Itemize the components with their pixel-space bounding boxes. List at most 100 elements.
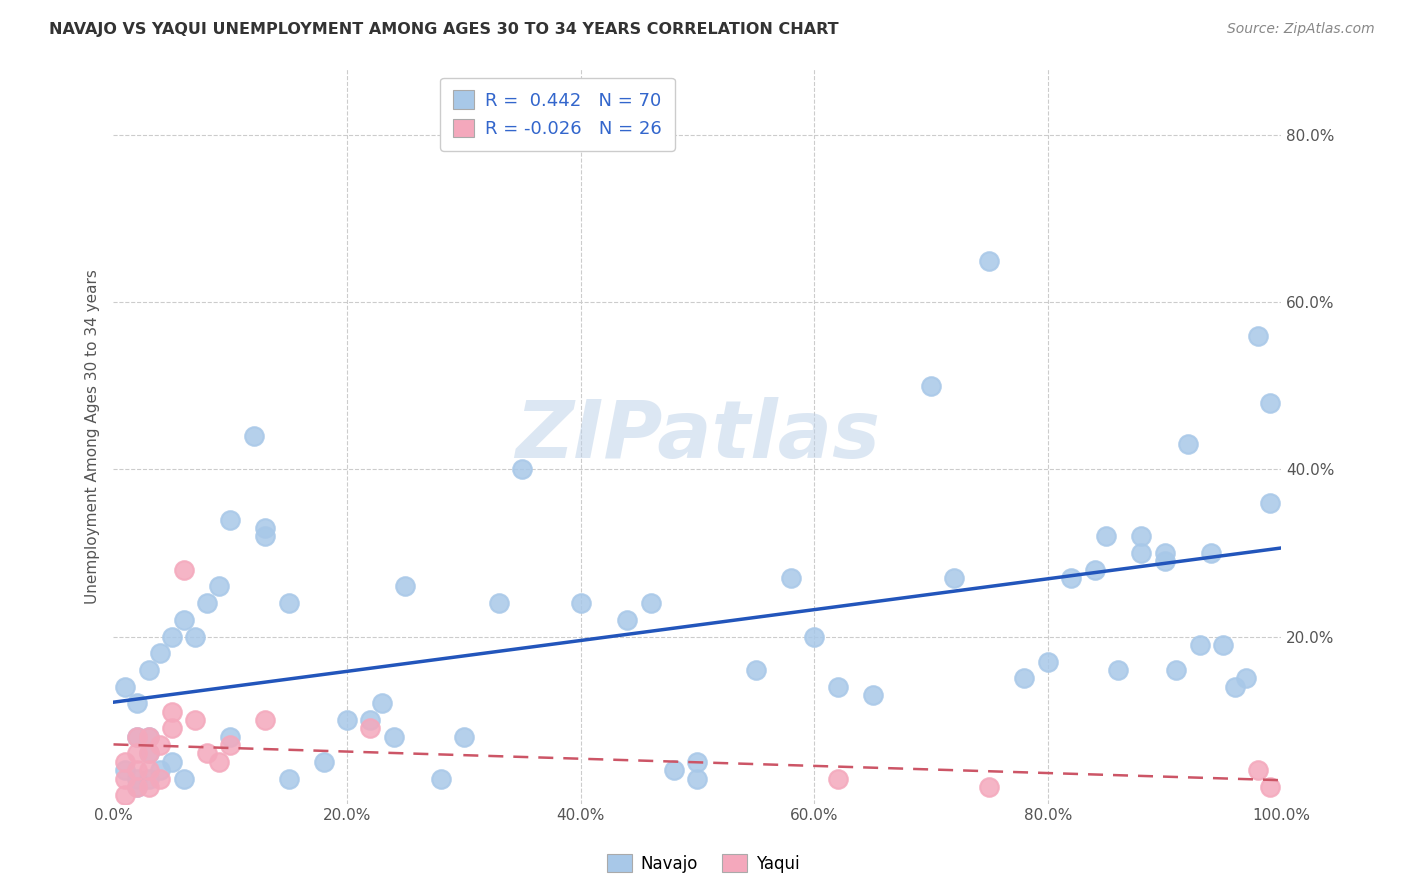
Point — [1247, 328, 1270, 343]
Point — [1107, 663, 1129, 677]
Point — [219, 513, 242, 527]
Y-axis label: Unemployment Among Ages 30 to 34 years: Unemployment Among Ages 30 to 34 years — [86, 268, 100, 604]
Point — [510, 462, 533, 476]
Point — [160, 630, 183, 644]
Point — [1247, 763, 1270, 777]
Point — [184, 630, 207, 644]
Point — [1188, 638, 1211, 652]
Point — [125, 730, 148, 744]
Point — [312, 755, 335, 769]
Point — [1166, 663, 1188, 677]
Point — [943, 571, 966, 585]
Point — [254, 521, 277, 535]
Point — [149, 646, 172, 660]
Point — [219, 730, 242, 744]
Point — [242, 429, 264, 443]
Point — [862, 688, 884, 702]
Point — [114, 789, 136, 803]
Point — [1060, 571, 1083, 585]
Point — [429, 772, 451, 786]
Point — [195, 747, 218, 761]
Point — [184, 713, 207, 727]
Point — [979, 253, 1001, 268]
Point — [254, 529, 277, 543]
Point — [1153, 554, 1175, 568]
Point — [1258, 780, 1281, 794]
Text: ZIPatlas: ZIPatlas — [515, 397, 880, 475]
Point — [125, 730, 148, 744]
Point — [1095, 529, 1118, 543]
Point — [1212, 638, 1234, 652]
Point — [1153, 546, 1175, 560]
Point — [920, 379, 942, 393]
Point — [207, 755, 229, 769]
Point — [149, 738, 172, 752]
Point — [1201, 546, 1223, 560]
Point — [569, 596, 592, 610]
Point — [219, 738, 242, 752]
Point — [125, 697, 148, 711]
Point — [371, 697, 394, 711]
Point — [125, 763, 148, 777]
Point — [195, 596, 218, 610]
Point — [1014, 671, 1036, 685]
Point — [138, 763, 160, 777]
Point — [160, 755, 183, 769]
Point — [394, 579, 416, 593]
Point — [745, 663, 768, 677]
Point — [138, 730, 160, 744]
Point — [138, 747, 160, 761]
Point — [686, 755, 709, 769]
Legend: Navajo, Yaqui: Navajo, Yaqui — [600, 847, 806, 880]
Point — [277, 596, 299, 610]
Point — [114, 755, 136, 769]
Text: Source: ZipAtlas.com: Source: ZipAtlas.com — [1227, 22, 1375, 37]
Point — [138, 663, 160, 677]
Point — [138, 747, 160, 761]
Point — [114, 680, 136, 694]
Point — [359, 713, 381, 727]
Point — [138, 780, 160, 794]
Point — [114, 772, 136, 786]
Point — [1130, 546, 1153, 560]
Point — [149, 772, 172, 786]
Point — [1258, 395, 1281, 409]
Point — [616, 613, 638, 627]
Point — [125, 772, 148, 786]
Point — [160, 722, 183, 736]
Point — [1223, 680, 1246, 694]
Point — [827, 680, 849, 694]
Point — [1036, 655, 1059, 669]
Point — [277, 772, 299, 786]
Point — [138, 730, 160, 744]
Point — [160, 705, 183, 719]
Point — [780, 571, 803, 585]
Point — [686, 772, 709, 786]
Point — [640, 596, 662, 610]
Point — [254, 713, 277, 727]
Point — [125, 780, 148, 794]
Point — [359, 722, 381, 736]
Point — [138, 772, 160, 786]
Point — [803, 630, 825, 644]
Point — [382, 730, 405, 744]
Point — [125, 747, 148, 761]
Point — [1083, 563, 1105, 577]
Point — [173, 563, 195, 577]
Point — [1234, 671, 1257, 685]
Point — [207, 579, 229, 593]
Legend: R =  0.442   N = 70, R = -0.026   N = 26: R = 0.442 N = 70, R = -0.026 N = 26 — [440, 78, 675, 151]
Point — [336, 713, 359, 727]
Point — [488, 596, 510, 610]
Text: NAVAJO VS YAQUI UNEMPLOYMENT AMONG AGES 30 TO 34 YEARS CORRELATION CHART: NAVAJO VS YAQUI UNEMPLOYMENT AMONG AGES … — [49, 22, 839, 37]
Point — [979, 780, 1001, 794]
Point — [453, 730, 475, 744]
Point — [114, 763, 136, 777]
Point — [1130, 529, 1153, 543]
Point — [1258, 496, 1281, 510]
Point — [173, 772, 195, 786]
Point — [149, 763, 172, 777]
Point — [662, 763, 685, 777]
Point — [827, 772, 849, 786]
Point — [125, 780, 148, 794]
